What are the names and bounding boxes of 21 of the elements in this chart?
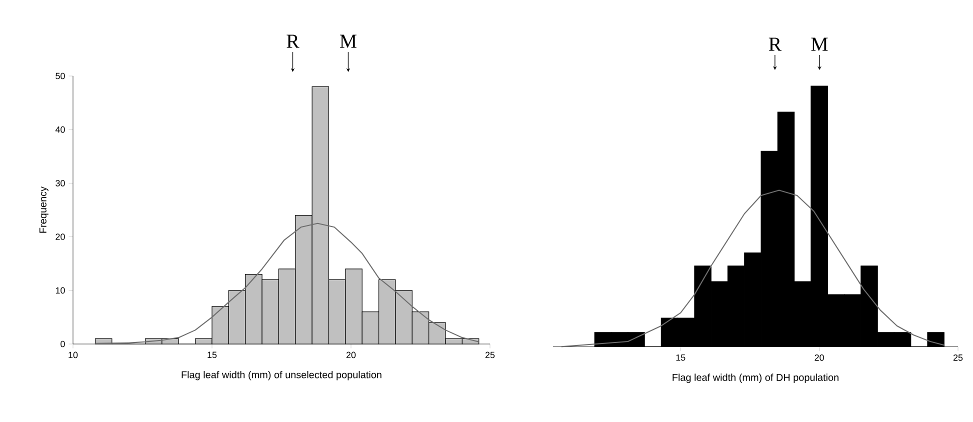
- x-tick-label: 20: [346, 352, 356, 358]
- x-tick-label: 15: [676, 354, 686, 361]
- y-tick-label: 0: [60, 340, 65, 348]
- x-tick-label: 20: [814, 354, 824, 361]
- text: R: [286, 34, 300, 48]
- x-axis-title: Flag leaf width (mm) of unselected population: [182, 370, 382, 380]
- text: M: [340, 34, 356, 48]
- text: R: [768, 38, 782, 51]
- x-tick-label: 25: [953, 354, 963, 361]
- x-tick-label: 25: [485, 352, 495, 358]
- y-axis-title: Frequency: [39, 186, 48, 233]
- line-series: [94, 222, 480, 344]
- y-tick-label: 10: [56, 287, 65, 294]
- y-tick-label: 40: [55, 126, 65, 133]
- x-tick-label: 15: [208, 352, 217, 358]
- y-tick-label: 50: [56, 72, 65, 80]
- text: M: [811, 38, 828, 51]
- x-axis-title: Flag leaf width (mm) of DH population: [672, 374, 838, 383]
- y-tick-label: 20: [56, 234, 65, 240]
- x-tick-label: 10: [68, 352, 78, 358]
- y-tick-label: 30: [56, 180, 65, 186]
